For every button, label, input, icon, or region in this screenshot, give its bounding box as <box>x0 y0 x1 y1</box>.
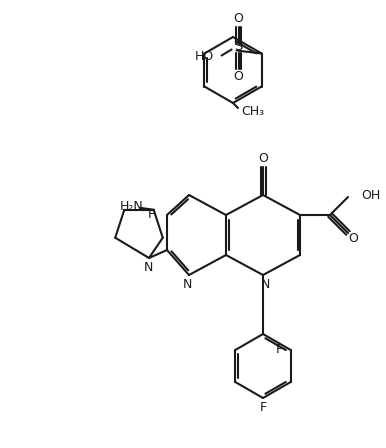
Text: H₂N: H₂N <box>120 200 144 213</box>
Text: O: O <box>234 12 244 25</box>
Text: F: F <box>147 207 154 220</box>
Text: O: O <box>348 232 358 245</box>
Text: N: N <box>182 277 192 290</box>
Text: HO: HO <box>194 50 213 63</box>
Text: N: N <box>143 260 153 273</box>
Text: CH₃: CH₃ <box>241 104 264 117</box>
Text: OH: OH <box>361 189 380 202</box>
Text: N: N <box>260 277 270 290</box>
Text: S: S <box>234 40 243 53</box>
Text: O: O <box>234 70 244 83</box>
Text: O: O <box>258 151 268 164</box>
Text: F: F <box>259 401 267 414</box>
Text: F: F <box>276 343 283 356</box>
